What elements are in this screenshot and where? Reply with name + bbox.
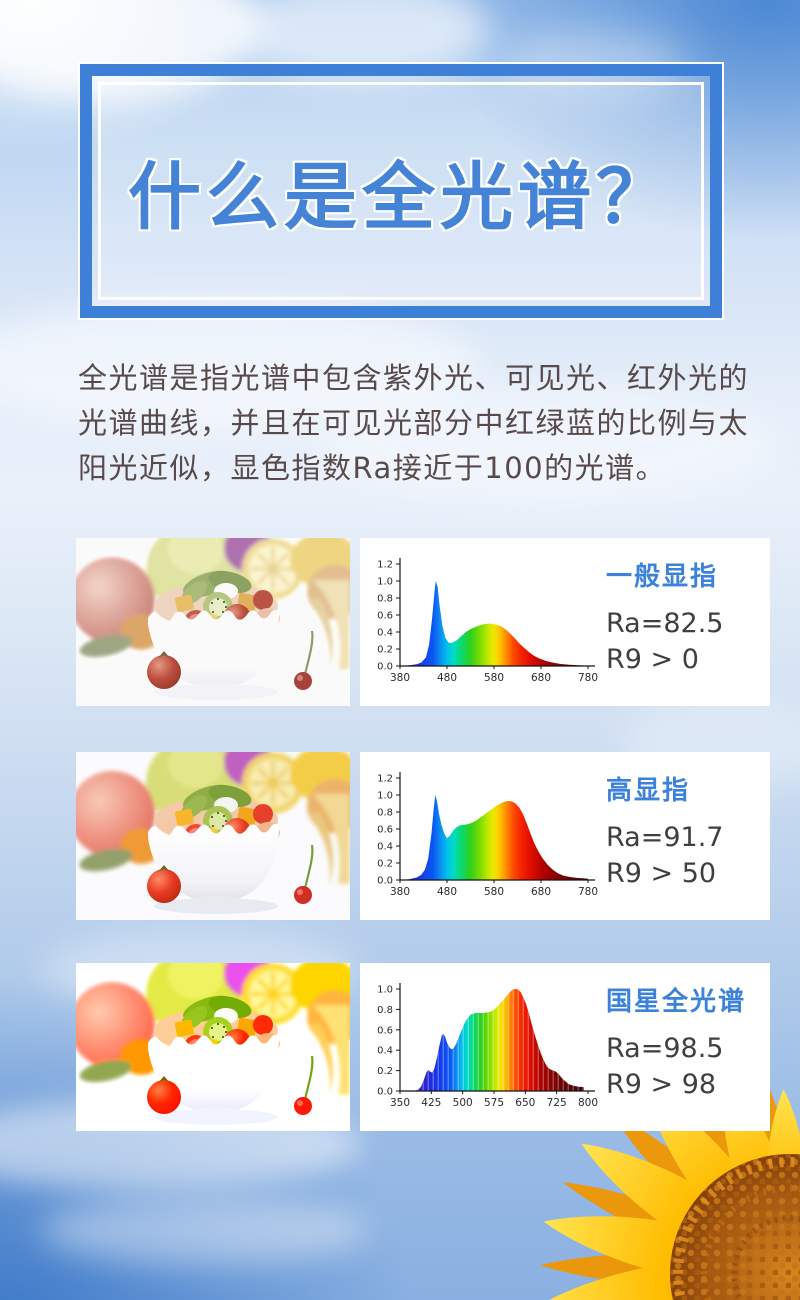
svg-text:0.0: 0.0	[377, 1087, 393, 1098]
svg-text:800: 800	[578, 1097, 598, 1109]
spectrum-card-full-spectrum: 0.0 0.2 0.4 0.6 0.8 1.0 350 425 500 575 650 725 800 …	[360, 963, 770, 1131]
cloud	[320, 390, 780, 500]
fruit-bowl-illustration	[76, 963, 350, 1131]
svg-text:725: 725	[547, 1097, 567, 1109]
spectrum-chart-standard: 0.0 0.2 0.4 0.6 0.8 1.0 1.2 380 480 580 680 780	[377, 558, 598, 684]
svg-text:0.0: 0.0	[377, 876, 393, 887]
svg-text:780: 780	[578, 672, 598, 684]
svg-text:1.0: 1.0	[377, 577, 393, 588]
svg-text:1.0: 1.0	[377, 985, 393, 996]
svg-text:580: 580	[484, 886, 504, 898]
fruit-bowl-illustration	[76, 538, 350, 706]
fruit-photo-full-spectrum	[76, 963, 350, 1131]
svg-text:650: 650	[515, 1097, 535, 1109]
svg-text:0.8: 0.8	[377, 1005, 393, 1016]
card-heading: 国星全光谱	[606, 987, 747, 1017]
svg-text:0.6: 0.6	[377, 825, 393, 836]
svg-text:380: 380	[390, 886, 410, 898]
spectrum-row-standard: 0.0 0.2 0.4 0.6 0.8 1.0 1.2 380 480 580 680 780 一般显…	[76, 538, 770, 706]
card-heading: 一般显指	[606, 562, 719, 592]
spectrum-card-high-cri: 0.0 0.2 0.4 0.6 0.8 1.0 1.2 380 480 580 680 780 高显指…	[360, 752, 770, 920]
svg-text:0.4: 0.4	[377, 1046, 393, 1057]
svg-text:500: 500	[453, 1097, 473, 1109]
svg-text:780: 780	[578, 886, 598, 898]
svg-text:575: 575	[484, 1097, 504, 1109]
fruit-photo-high-cri	[76, 752, 350, 920]
title-box: 什么是全光谱？	[78, 62, 724, 320]
svg-text:0.8: 0.8	[377, 594, 393, 605]
svg-text:0.6: 0.6	[377, 1025, 393, 1036]
intro-line-1: 全光谱是指光谱中包含紫外光、可见光、红外光的	[78, 361, 750, 395]
spectrum-chart-high-cri: 0.0 0.2 0.4 0.6 0.8 1.0 1.2 380 480 580 680 780	[377, 772, 598, 898]
intro-paragraph: 全光谱是指光谱中包含紫外光、可见光、红外光的 光谱曲线，并且在可见光部分中红绿蓝…	[78, 356, 768, 491]
cloud	[40, 1195, 370, 1265]
svg-text:0.4: 0.4	[377, 628, 393, 639]
svg-text:580: 580	[484, 672, 504, 684]
svg-text:1.2: 1.2	[377, 774, 393, 785]
svg-text:680: 680	[531, 886, 551, 898]
spectrum-row-high-cri: 0.0 0.2 0.4 0.6 0.8 1.0 1.2 380 480 580 680 780 高显指…	[76, 752, 770, 920]
spectrum-card-standard: 0.0 0.2 0.4 0.6 0.8 1.0 1.2 380 480 580 680 780 一般显…	[360, 538, 770, 706]
spectrum-row-full-spectrum: 0.0 0.2 0.4 0.6 0.8 1.0 350 425 500 575 650 725 800 …	[76, 963, 770, 1131]
intro-line-3: 阳光近似，显色指数Ra接近于100的光谱。	[78, 451, 667, 485]
r9-value: R9 > 50	[606, 858, 717, 889]
title-inner-frame: 什么是全光谱？	[98, 82, 704, 300]
ra-value: Ra=98.5	[606, 1033, 724, 1064]
svg-text:480: 480	[437, 886, 457, 898]
fruit-bowl-illustration	[76, 752, 350, 920]
spectrum-chart-full-spectrum: 0.0 0.2 0.4 0.6 0.8 1.0 350 425 500 575 650 725 800	[377, 983, 598, 1109]
card-label: 高显指 Ra=91.7 R9 > 50	[606, 770, 766, 892]
card-label: 一般显指 Ra=82.5 R9 > 0	[606, 556, 766, 678]
page-title: 什么是全光谱？	[128, 155, 674, 240]
svg-text:480: 480	[437, 672, 457, 684]
svg-text:0.0: 0.0	[377, 662, 393, 673]
card-label: 国星全光谱 Ra=98.5 R9 > 98	[606, 981, 766, 1103]
sunflower-image	[530, 1069, 800, 1300]
svg-text:380: 380	[390, 672, 410, 684]
svg-text:0.8: 0.8	[377, 808, 393, 819]
card-heading: 高显指	[606, 776, 691, 806]
r9-value: R9 > 98	[606, 1069, 717, 1100]
svg-text:1.0: 1.0	[377, 791, 393, 802]
svg-text:0.2: 0.2	[377, 645, 393, 656]
ra-value: Ra=91.7	[606, 822, 724, 853]
svg-text:350: 350	[390, 1097, 410, 1109]
svg-text:0.6: 0.6	[377, 611, 393, 622]
svg-text:0.2: 0.2	[377, 859, 393, 870]
ra-value: Ra=82.5	[606, 608, 724, 639]
cloud	[0, 300, 480, 430]
fruit-photo-standard	[76, 538, 350, 706]
svg-text:425: 425	[421, 1097, 441, 1109]
sunflower-disc	[670, 1154, 800, 1300]
svg-text:1.2: 1.2	[377, 560, 393, 571]
svg-text:680: 680	[531, 672, 551, 684]
svg-text:0.4: 0.4	[377, 842, 393, 853]
intro-line-2: 光谱曲线，并且在可见光部分中红绿蓝的比例与太	[78, 406, 750, 440]
svg-text:0.2: 0.2	[377, 1066, 393, 1077]
r9-value: R9 > 0	[606, 644, 699, 675]
